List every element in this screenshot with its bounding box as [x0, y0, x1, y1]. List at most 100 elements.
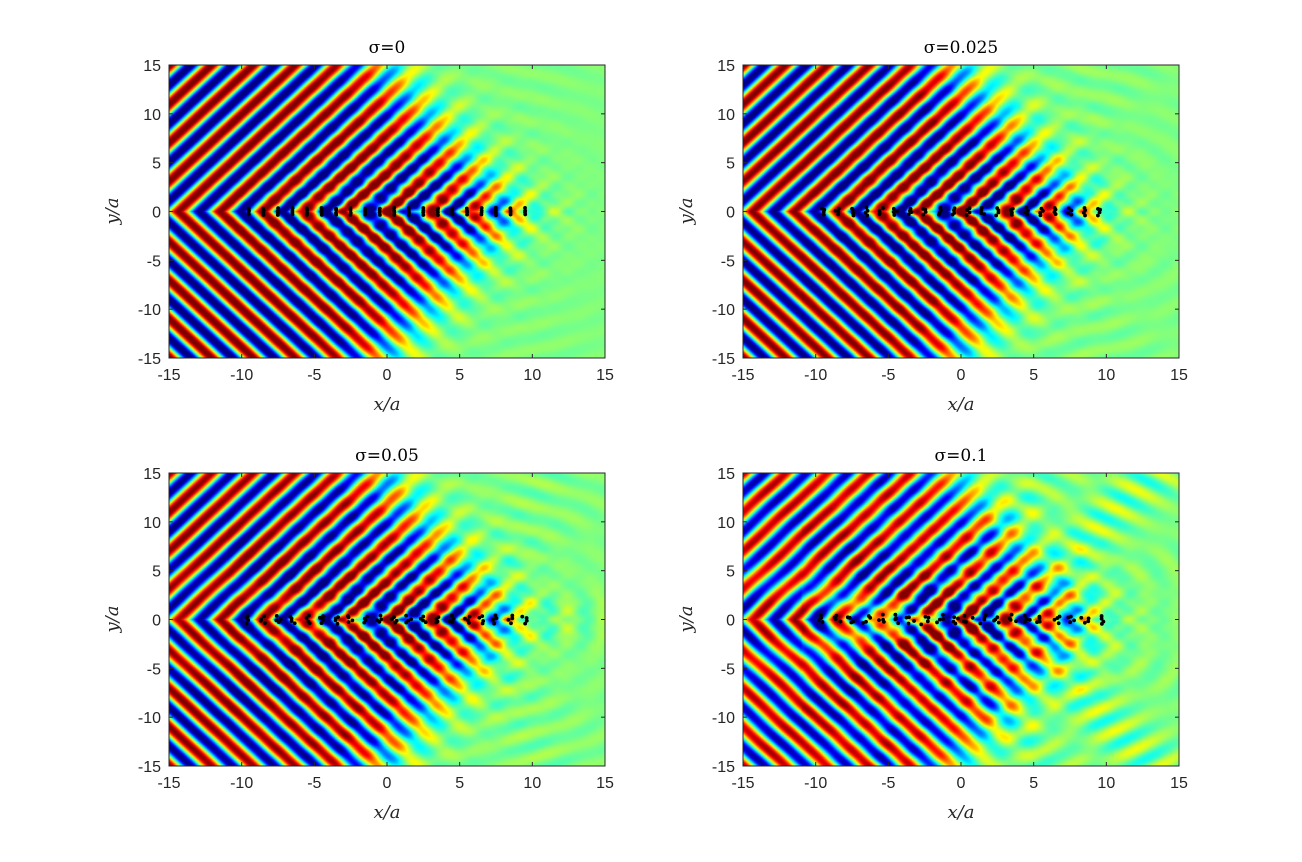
scatterer: [1023, 205, 1030, 217]
x-tick-label: 10: [1097, 775, 1115, 792]
scatterer: [833, 206, 841, 217]
scatterer: [919, 614, 931, 627]
scatterer-dot: [1100, 621, 1104, 626]
scatterer-dot: [1040, 208, 1045, 213]
scatterer-dot: [953, 621, 958, 626]
scatterer-dot: [863, 210, 868, 215]
x-axis-label: x/a: [948, 802, 975, 823]
scatterer: [951, 615, 960, 626]
scatterer: [935, 612, 946, 625]
scatterer: [1007, 612, 1018, 624]
scatterer: [820, 206, 827, 217]
scatterer-dot: [477, 615, 482, 620]
y-tick-label: 0: [726, 205, 735, 222]
y-tick-label: 10: [717, 515, 735, 532]
scatterer: [390, 615, 399, 625]
panel-top-right: σ=0.025 x/a y/a -15 -10 -5 0 5 10 15 -15 -10 -5 0 5…: [676, 38, 1188, 415]
scatterer: [491, 613, 499, 626]
x-tick-label: 0: [957, 367, 966, 384]
scatterer-dot: [964, 213, 969, 217]
scatterer-dot: [363, 212, 368, 217]
scatterer-dot: [258, 618, 263, 623]
scatterer: [506, 613, 515, 626]
scatterer: [863, 205, 870, 218]
scatterer-dot: [450, 620, 455, 625]
scatterer: [258, 614, 267, 626]
scatterer-dot: [348, 208, 353, 212]
scatterer-dot: [467, 614, 472, 619]
scatterer-dot: [480, 621, 485, 626]
scatterer: [816, 613, 825, 624]
scatterer: [850, 206, 856, 218]
scatterer-dot: [510, 616, 515, 621]
scatterer: [493, 205, 498, 218]
scatterer-dot: [509, 621, 513, 626]
scatterer-dot: [1009, 612, 1014, 617]
scatterer-dot: [274, 614, 279, 618]
scatterer-dot: [1037, 619, 1042, 624]
panel-title: σ=0.1: [935, 446, 988, 466]
scatterer-dot: [979, 208, 984, 213]
scatterer-dot: [1096, 213, 1100, 218]
scatterer: [1099, 614, 1106, 626]
scatterer-dot: [851, 208, 855, 213]
scatterer: [994, 206, 1001, 218]
scatterer-dot: [1024, 205, 1029, 210]
y-tick-label: 0: [152, 613, 161, 630]
scatterer: [348, 206, 353, 217]
scatterer-dot: [861, 621, 865, 625]
scatterer-dot: [847, 615, 852, 620]
scatterer: [1052, 614, 1062, 626]
scatterer-dot: [493, 210, 498, 215]
y-tick-label: -15: [138, 759, 161, 776]
scatterer-dot: [893, 612, 898, 617]
x-tick-label: 15: [1170, 775, 1188, 792]
scatterer-dot: [404, 620, 409, 625]
scatterer-dot: [923, 210, 928, 214]
scatterer-dot: [994, 213, 999, 218]
x-tick-label: -10: [230, 367, 253, 384]
scatterer-dot: [992, 618, 996, 623]
scatterer-dot: [307, 613, 311, 618]
scatterer-dot: [392, 213, 397, 217]
scatterer-dot: [436, 213, 440, 217]
scatterer-dot: [1053, 212, 1058, 216]
y-tick-label: -10: [138, 710, 161, 727]
scatterer-dot: [479, 212, 484, 217]
scatterer-dot: [970, 615, 975, 620]
scatterer-dot: [304, 616, 309, 620]
scatterer-dot: [377, 619, 382, 624]
scatterer-dot: [935, 620, 939, 625]
y-tick-label: 15: [143, 466, 161, 483]
scatterer-dot: [1055, 616, 1060, 620]
scatterer-dot: [896, 621, 901, 626]
scatterer-dot: [864, 205, 869, 210]
scatterer-dot: [244, 621, 249, 626]
scatterer: [244, 614, 251, 626]
scatterer: [288, 614, 297, 626]
scatterer-dot: [319, 621, 324, 625]
y-tick-label: -15: [712, 351, 735, 368]
y-tick-label: 10: [143, 515, 161, 532]
scatterer: [333, 615, 340, 626]
scatterer-dot: [508, 212, 513, 217]
scatterer-dot: [491, 617, 496, 622]
x-tick-label: 5: [1029, 775, 1038, 792]
scatterer-dot: [321, 614, 325, 619]
scatterer: [319, 206, 324, 217]
scatterer-dot: [506, 617, 511, 622]
scatterer-dot: [510, 613, 515, 618]
scatterer: [523, 206, 528, 217]
scatterer: [1035, 614, 1042, 625]
scatterer-dot: [851, 213, 856, 218]
scatterer-dot: [1014, 619, 1018, 624]
scatterer-dot: [307, 621, 312, 626]
x-tick-label: 0: [383, 775, 392, 792]
x-tick-label: 0: [957, 775, 966, 792]
scatterer-dot: [423, 620, 428, 625]
scatterer: [318, 614, 325, 625]
scatterer-dot: [494, 213, 498, 218]
scatterer: [906, 207, 914, 217]
scatterer: [861, 614, 873, 625]
scatterer-dot: [868, 615, 873, 620]
